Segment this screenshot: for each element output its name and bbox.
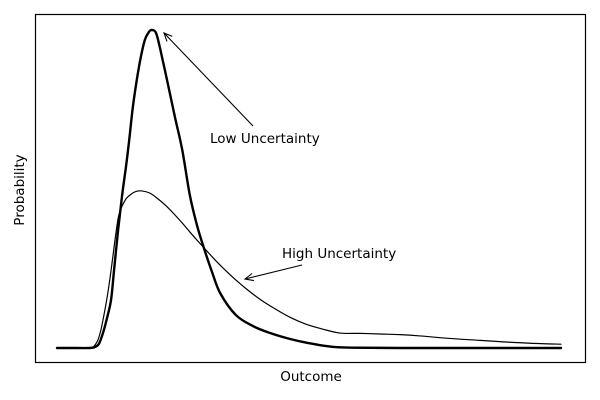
low-uncertainty-curve <box>55 28 563 350</box>
annotation-low-uncertainty: Low Uncertainty <box>210 131 320 147</box>
annotation-high-uncertainty: High Uncertainty <box>282 246 396 262</box>
high-uncertainty-arrow <box>243 264 303 282</box>
x-axis-label: Outcome <box>280 369 342 385</box>
high-uncertainty-curve <box>56 190 562 349</box>
y-axis-label: Probability <box>12 154 28 225</box>
plot-frame <box>34 13 587 364</box>
low-uncertainty-arrow <box>163 32 254 127</box>
